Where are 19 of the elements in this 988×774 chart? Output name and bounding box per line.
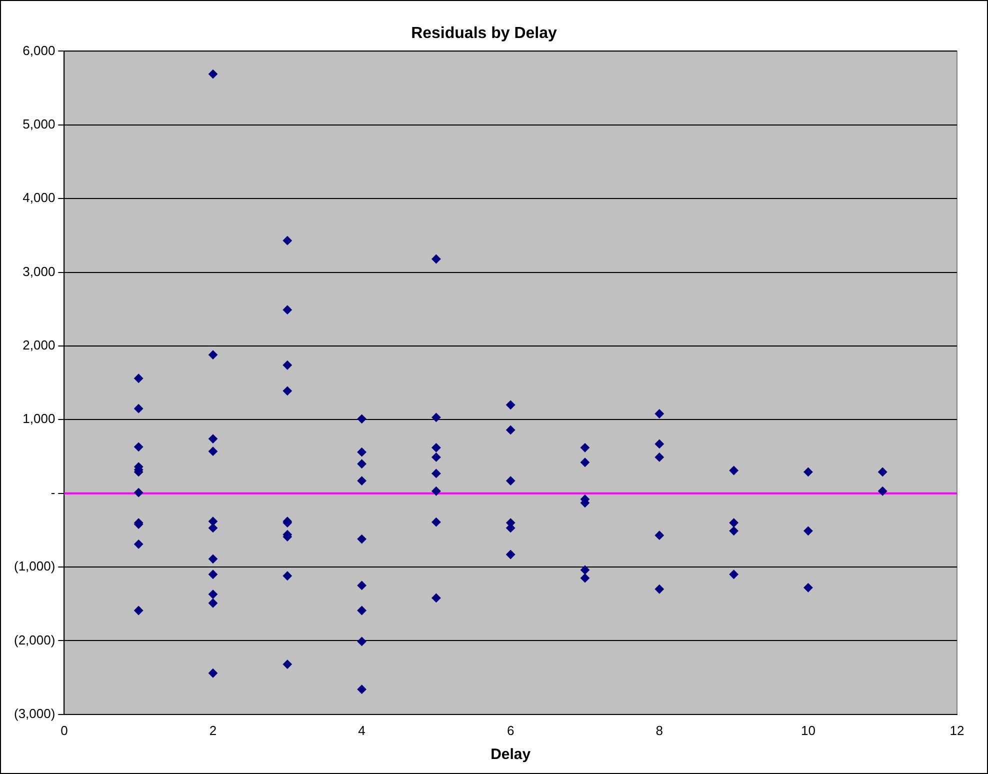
x-tick-label: 4: [358, 722, 366, 738]
x-tick-label: 10: [800, 722, 816, 738]
y-tick-label: (2,000): [14, 632, 56, 648]
y-tick-label: (1,000): [14, 558, 56, 574]
y-tick-label: 4,000: [22, 190, 56, 206]
y-tick-label: -: [50, 484, 56, 500]
x-axis-title: Delay: [490, 746, 532, 764]
x-tick-label: 0: [60, 722, 68, 738]
x-tick-label: 6: [506, 722, 514, 738]
y-tick-label: 3,000: [22, 264, 56, 279]
y-tick-label: (3,000): [14, 706, 56, 721]
y-tick-label: 5,000: [22, 116, 56, 132]
y-tick-label: 1,000: [22, 411, 56, 426]
x-tick-label: 2: [209, 722, 217, 738]
x-tick-label: 8: [656, 722, 664, 738]
x-tick-label: 12: [950, 722, 964, 738]
y-tick-label: 2,000: [22, 338, 56, 353]
chart-title: Residuals by Delay: [411, 25, 558, 42]
y-tick-label: 6,000: [22, 42, 56, 58]
